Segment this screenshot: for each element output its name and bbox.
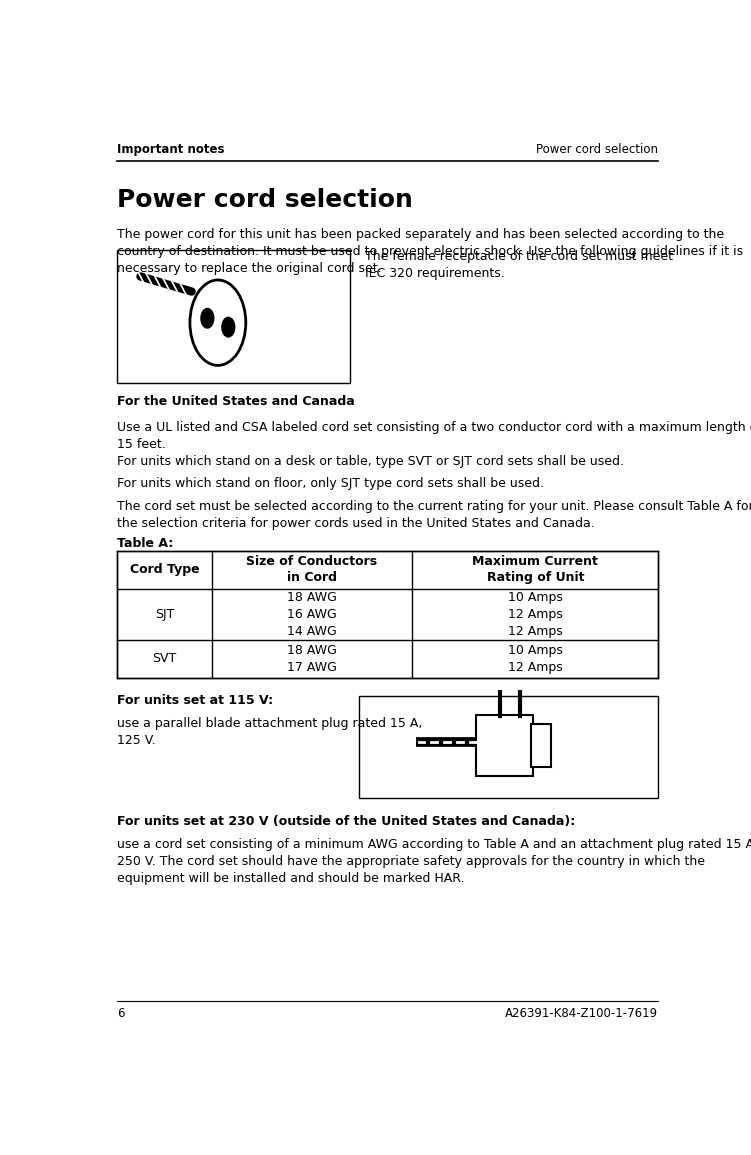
Text: The female receptacle of the cord set must meet
IEC 320 requirements.: The female receptacle of the cord set mu… <box>364 249 672 280</box>
Text: For units which stand on floor, only SJT type cord sets shall be used.: For units which stand on floor, only SJT… <box>117 477 544 491</box>
Text: use a parallel blade attachment plug rated 15 A,
125 V.: use a parallel blade attachment plug rat… <box>117 717 423 746</box>
Text: 18 AWG
16 AWG
14 AWG: 18 AWG 16 AWG 14 AWG <box>287 591 337 638</box>
Text: 10 Amps
12 Amps
12 Amps: 10 Amps 12 Amps 12 Amps <box>508 591 562 638</box>
Circle shape <box>201 308 214 328</box>
Bar <box>117 551 659 678</box>
Text: Table A:: Table A: <box>117 537 173 550</box>
Bar <box>359 696 659 798</box>
Text: 6: 6 <box>117 1007 125 1020</box>
Text: Use a UL listed and CSA labeled cord set consisting of a two conductor cord with: Use a UL listed and CSA labeled cord set… <box>117 422 751 452</box>
Text: Important notes: Important notes <box>117 143 225 156</box>
Text: The cord set must be selected according to the current rating for your unit. Ple: The cord set must be selected according … <box>117 500 751 530</box>
Bar <box>117 249 350 383</box>
Text: Size of Conductors
in Cord: Size of Conductors in Cord <box>246 556 378 584</box>
Text: SJT: SJT <box>155 608 174 621</box>
Circle shape <box>222 318 235 337</box>
Text: For units set at 115 V:: For units set at 115 V: <box>117 693 273 707</box>
Text: Cord Type: Cord Type <box>130 564 199 576</box>
Text: For units set at 230 V (outside of the United States and Canada):: For units set at 230 V (outside of the U… <box>117 814 575 827</box>
Text: Maximum Current
Rating of Unit: Maximum Current Rating of Unit <box>472 556 599 584</box>
Text: For the United States and Canada: For the United States and Canada <box>117 395 355 408</box>
Text: Power cord selection: Power cord selection <box>536 143 659 156</box>
Text: The power cord for this unit has been packed separately and has been selected ac: The power cord for this unit has been pa… <box>117 228 743 275</box>
Text: A26391-K84-Z100-1-7619: A26391-K84-Z100-1-7619 <box>505 1007 659 1020</box>
Text: 10 Amps
12 Amps: 10 Amps 12 Amps <box>508 643 562 673</box>
Text: use a cord set consisting of a minimum AWG according to Table A and an attachmen: use a cord set consisting of a minimum A… <box>117 837 751 885</box>
Text: Power cord selection: Power cord selection <box>117 187 413 211</box>
FancyBboxPatch shape <box>475 715 533 776</box>
Text: 18 AWG
17 AWG: 18 AWG 17 AWG <box>287 643 337 673</box>
Text: For units which stand on a desk or table, type SVT or SJT cord sets shall be use: For units which stand on a desk or table… <box>117 455 624 468</box>
Text: SVT: SVT <box>152 653 176 665</box>
FancyBboxPatch shape <box>531 724 550 767</box>
